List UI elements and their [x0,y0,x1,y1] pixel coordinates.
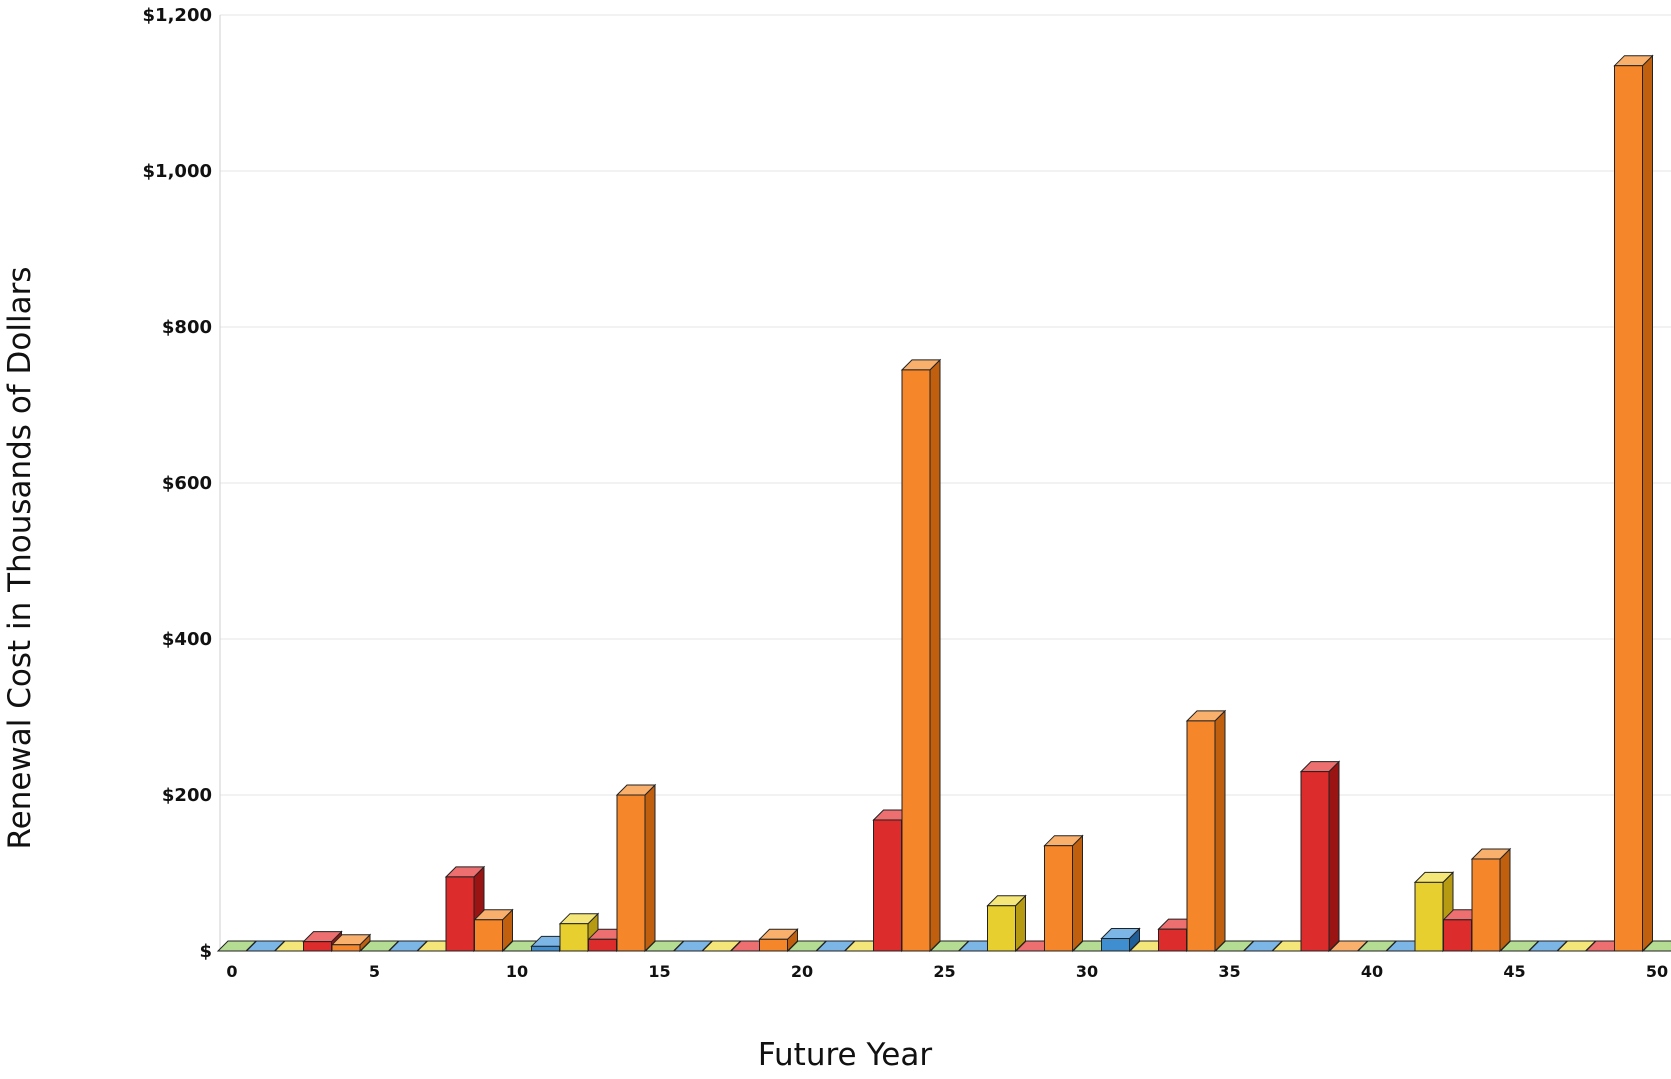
bars [216,54,1671,953]
bar [1470,847,1512,953]
y-tick-label: $800 [162,317,212,338]
y-tick-label: $200 [162,785,212,806]
x-tick-label: 40 [1361,962,1383,981]
bar [986,894,1027,953]
bar [900,358,942,953]
y-tick-label: $1,000 [143,161,212,182]
bar [1299,760,1341,953]
x-tick-label: 30 [1076,962,1098,981]
bar [1185,709,1227,953]
x-tick-label: 15 [648,962,670,981]
bar [1613,54,1654,953]
bar [1043,834,1084,953]
y-axis-ticks: $ $200 $400 $600 $800 $1,000 $1,200 [143,5,212,962]
y-tick-label: $1,200 [143,5,212,26]
x-axis-title: Future Year [758,1037,932,1073]
x-tick-label: 45 [1503,962,1525,981]
bar [758,928,799,953]
x-tick-label: 50 [1646,962,1668,981]
x-tick-label: 25 [933,962,955,981]
bar [1100,927,1141,953]
x-axis-ticks: 0 5 10 15 20 25 30 35 40 45 50 [226,962,1668,981]
x-tick-label: 35 [1218,962,1240,981]
bar [615,783,657,953]
x-tick-label: 5 [369,962,380,981]
x-tick-label: 0 [226,962,237,981]
y-tick-label: $ [199,941,212,962]
bar [1641,940,1671,952]
x-tick-label: 10 [506,962,528,981]
y-tick-label: $400 [162,629,212,650]
x-tick-label: 20 [791,962,813,981]
gridlines [219,14,1671,951]
bar [444,865,486,953]
y-tick-label: $600 [162,473,212,494]
bar [1413,871,1455,953]
y-axis-title: Renewal Cost in Thousands of Dollars [2,266,38,849]
bar [330,933,372,953]
bar [473,908,514,953]
